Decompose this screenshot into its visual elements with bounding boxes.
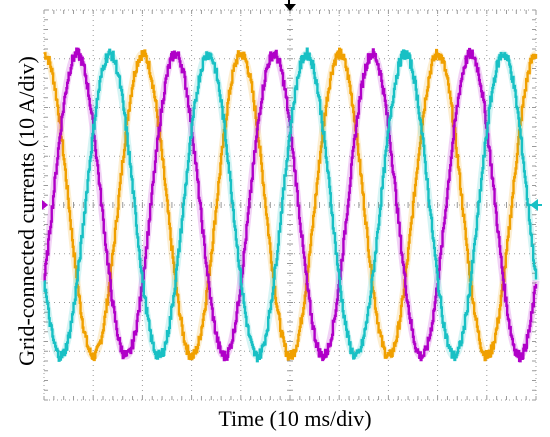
trace-group (40, 47, 540, 363)
trigger-arrow-icon (284, 4, 296, 11)
y-axis-label: Grid-connected currents (10 A/div) (14, 56, 39, 366)
marker-group (42, 0, 542, 211)
x-axis-label: Time (10 ms/div) (218, 406, 371, 431)
trace-series-3 (43, 47, 538, 363)
left-level-arrow-icon (42, 200, 48, 210)
